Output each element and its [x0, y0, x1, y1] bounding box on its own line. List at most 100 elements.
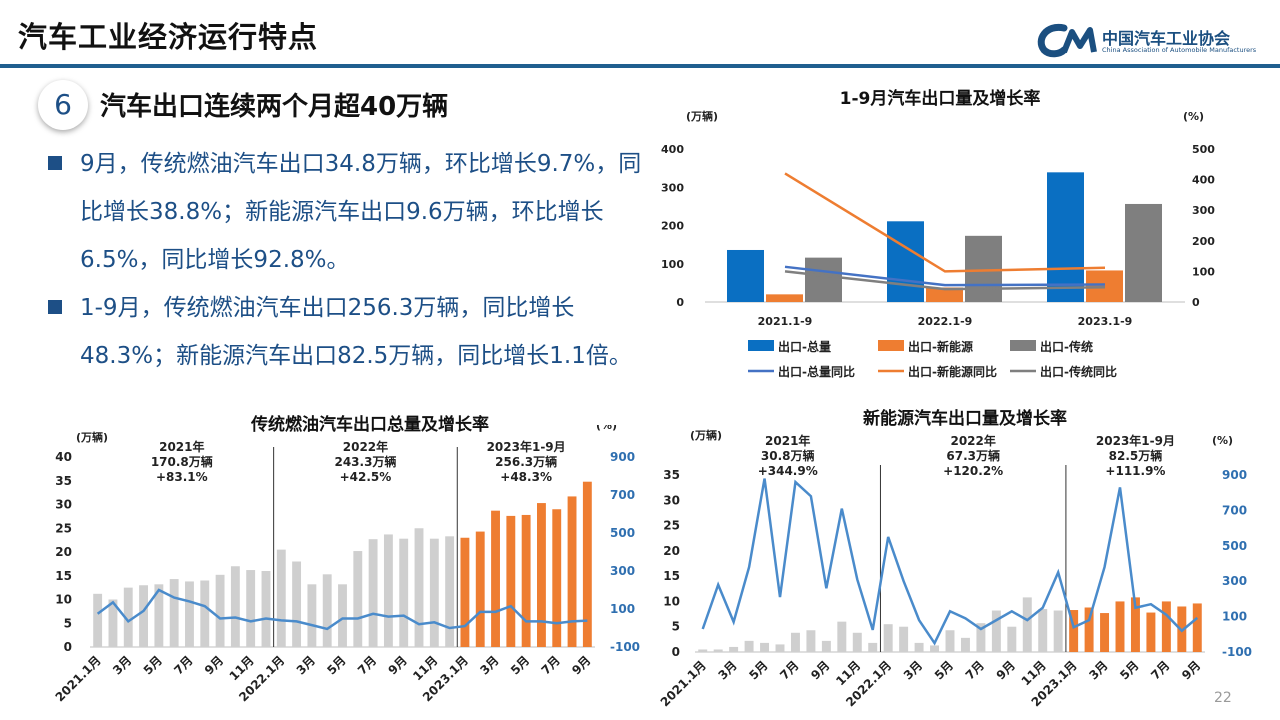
month-bar [246, 570, 256, 647]
x-tick-label: 3月 [901, 658, 925, 682]
x-tick-label: 2023.1-9 [1078, 315, 1133, 328]
period-label: 2023年1-9月 [1096, 433, 1175, 448]
x-tick-label: 2021.1月 [658, 658, 709, 709]
bar-ice [1125, 203, 1162, 302]
month-bar [930, 645, 940, 652]
x-tick-label: 3月 [110, 653, 134, 677]
month-bar [1192, 603, 1202, 652]
month-bar [1022, 597, 1032, 652]
month-bar [698, 649, 708, 652]
chart-title-ice: 传统燃油汽车出口总量及增长率 [251, 415, 489, 435]
bullet-marker [48, 300, 62, 314]
y-tick-left: 15 [55, 569, 72, 583]
y-tick-left: 0 [676, 296, 684, 309]
y-tick-right: 900 [610, 450, 635, 464]
legend-swatch [748, 340, 774, 351]
y-tick-left: 0 [64, 640, 72, 654]
chart-summary: (万辆) (%) 400 300 200 100 0 500 400 300 200 100 0 2021… [661, 109, 1215, 379]
x-tick-label: 5月 [1117, 658, 1141, 682]
x-tick-label: 7月 [1148, 658, 1172, 682]
x-tick-label: 7月 [171, 653, 195, 677]
month-bar [368, 539, 378, 647]
y-axis-unit-left: (万辆) [76, 430, 108, 444]
chart-nev-exports: (万辆) (%) 35 30 25 20 15 10 5 0 900 700 500 300 100 -100… [658, 428, 1252, 709]
month-bar [1084, 607, 1094, 652]
y-tick-right: 700 [610, 488, 635, 502]
month-bar [200, 580, 210, 647]
period-label: 2021年 [159, 439, 204, 454]
period-total: 30.8万辆 [761, 448, 815, 463]
month-bar [261, 571, 271, 647]
caam-logo-icon [1037, 23, 1097, 58]
month-bar [383, 534, 393, 647]
y-tick-right: 0 [1192, 296, 1200, 309]
month-bar [445, 536, 455, 647]
x-tick-label: 3月 [477, 653, 501, 677]
section-heading: 汽车出口连续两个月超40万辆 [100, 92, 449, 122]
chart-ice-exports: (万辆) (%) 40 35 30 25 20 15 10 5 0 900 700 500 300 100 -1… [53, 425, 640, 704]
month-bar [713, 649, 723, 652]
y-tick-left: 10 [663, 594, 680, 608]
x-tick-label: 9月 [202, 653, 226, 677]
month-bar [460, 537, 470, 647]
y-tick-right: 100 [610, 602, 635, 616]
legend-label: 出口-总量同比 [778, 364, 855, 379]
month-bar [914, 642, 924, 652]
y-tick-left: 100 [661, 258, 684, 271]
month-bar [1038, 609, 1048, 652]
y-tick-right: 100 [1222, 610, 1247, 624]
month-bar [1130, 597, 1140, 652]
y-tick-right: 700 [1222, 503, 1247, 517]
period-total: 67.3万辆 [946, 448, 1000, 463]
bar-total [887, 221, 924, 302]
month-bar [307, 584, 317, 647]
y-tick-left: 25 [663, 519, 680, 533]
y-axis-unit-left: (万辆) [690, 428, 722, 442]
x-tick-label: 3月 [715, 658, 739, 682]
page-title: 汽车工业经济运行特点 [18, 20, 319, 54]
period-growth: +48.3% [500, 470, 552, 484]
y-tick-left: 0 [672, 645, 680, 659]
month-bar [899, 626, 909, 652]
x-tick-label: 9月 [386, 653, 410, 677]
x-tick-label: 7月 [355, 653, 379, 677]
month-bar [729, 646, 739, 652]
month-bar [806, 630, 816, 652]
bar-nev [766, 294, 803, 302]
month-bar [169, 579, 179, 647]
month-bar [506, 515, 516, 647]
y-tick-left: 200 [661, 220, 684, 233]
y-tick-right: 300 [1222, 574, 1247, 588]
legend-label: 出口-新能源 [908, 339, 973, 354]
period-total: 256.3万辆 [495, 454, 557, 469]
x-tick-label: 3月 [294, 653, 318, 677]
y-tick-right: 400 [1192, 174, 1215, 187]
y-tick-left: 20 [663, 544, 680, 558]
month-bar [868, 642, 878, 652]
month-bar [353, 551, 363, 647]
month-bar [552, 509, 562, 647]
y-tick-left: 10 [55, 593, 72, 607]
period-growth: +111.9% [1105, 464, 1165, 478]
x-tick-label: 7月 [963, 658, 987, 682]
period-label: 2022年 [343, 439, 388, 454]
bullet-text-2: 1-9月，传统燃油汽车出口256.3万辆，同比增长48.3%；新能源汽车出口82… [80, 295, 632, 369]
y-tick-right: 300 [1192, 204, 1215, 217]
month-bar [491, 510, 500, 647]
x-tick-label: 9月 [808, 658, 832, 682]
y-tick-right: -100 [1222, 645, 1252, 659]
bullet-marker [48, 156, 62, 170]
bullet-text-1: 9月，传统燃油汽车出口34.8万辆，环比增长9.7%，同比增长38.8%；新能源… [80, 151, 642, 273]
period-total: 243.3万辆 [334, 454, 396, 469]
month-bar [93, 593, 103, 647]
month-bar [108, 599, 118, 647]
month-bar [821, 640, 831, 652]
month-bar [1161, 601, 1171, 652]
growth-line [701, 478, 1199, 646]
month-bar [1146, 612, 1156, 652]
month-bar [837, 621, 847, 652]
month-bar [414, 528, 424, 647]
chart-title-nev: 新能源汽车出口量及增长率 [863, 409, 1067, 429]
month-bar [429, 538, 439, 647]
x-tick-label: 2021.1月 [53, 653, 104, 704]
